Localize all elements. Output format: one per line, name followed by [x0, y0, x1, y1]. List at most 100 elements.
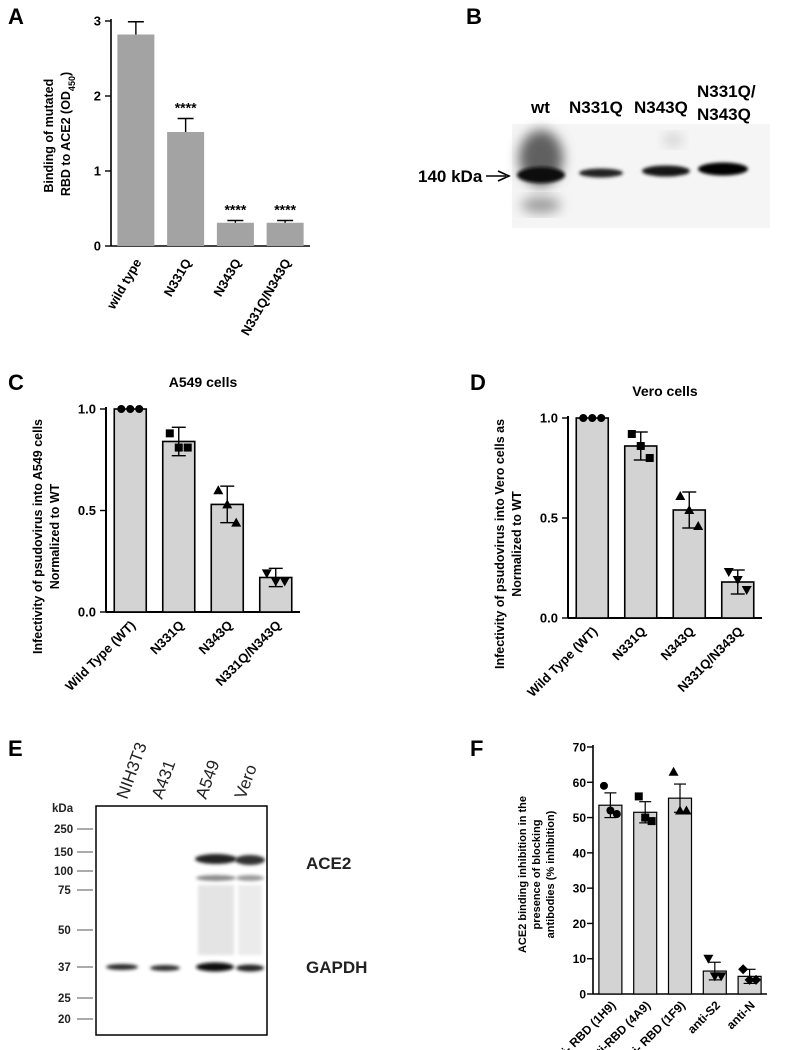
blot-b-lane-double-2: N343Q	[697, 105, 751, 124]
blot-b-wt-lower-smear	[521, 197, 561, 213]
blot-b-lane-double-1: N331Q/	[697, 82, 756, 101]
chart-f-bar-anti-rbd-4a9	[633, 811, 658, 995]
chart-d-point-n331q-n343q	[723, 568, 734, 577]
chart-a-ytick-label: 3	[94, 14, 101, 29]
chart-c-point-n331q-n343q	[279, 577, 290, 587]
blot-e-marker-37: 37	[58, 962, 71, 974]
chart-f-ylabel-line2: presence of blocking	[531, 819, 543, 929]
chart-f-point-anti-s2	[716, 972, 727, 982]
chart-d-point-n343q	[693, 521, 704, 530]
chart-f-point-anti-rbd-4a9	[647, 817, 656, 826]
blot-e-band-label-gapdh: GAPDH	[306, 958, 367, 977]
panel-letter-d: D	[470, 370, 486, 395]
chart-f-point-anti-n	[744, 974, 755, 985]
chart-a-category-label-n331q-n343q: N331Q/N343Q	[238, 256, 294, 338]
chart-a-bar-n331q	[167, 132, 205, 246]
blot-e-gapdh-band-nih3t3	[106, 964, 138, 970]
chart-c-ytick-label: 0.0	[78, 605, 96, 620]
blot-e-lane-a431: A431	[148, 758, 179, 802]
blot-e-lane-nih3t3: NIH3T3	[113, 740, 151, 802]
chart-c-ylabel: Infectivity of psudovirus into A549 cell…	[31, 419, 62, 654]
blot-b-band-n331q	[579, 168, 623, 178]
blot-e-vero-smear	[238, 885, 262, 955]
chart-d-title: Vero cells	[632, 383, 698, 399]
chart-d-bar-wild-type-wt	[575, 417, 610, 619]
chart-c-bar-wild-type-wt	[113, 408, 148, 613]
chart-c-point-n343q	[222, 499, 233, 509]
blot-e-marker-100: 100	[54, 866, 73, 878]
chart-c-point-n331q	[165, 429, 174, 438]
panel-b-blot: wt N331Q N343Q N331Q/ N343Q 140 kDa	[418, 82, 770, 228]
blot-e-lane-vero: Vero	[231, 762, 261, 801]
chart-f-category-label-anti-n: anti-N	[724, 998, 758, 1032]
chart-c-ylabel-line1: Infectivity of psudovirus into A549 cell…	[31, 419, 45, 654]
panel-letter-c: C	[8, 370, 24, 395]
chart-d-point-n343q	[684, 505, 695, 514]
chart-f-ylabel-line3: antibodies (% inhibition)	[545, 810, 557, 938]
blot-b-lane-wt: wt	[530, 98, 550, 117]
chart-f-point-anti-rbd-4a9	[634, 792, 643, 801]
blot-e-ace2-low-a549	[196, 875, 236, 881]
chart-c-point-wild-type-wt	[126, 405, 135, 413]
chart-a-ytick-label: 2	[94, 89, 101, 104]
blot-e-ace2-band-a549	[195, 854, 237, 864]
blot-b-band-n343q	[642, 165, 690, 177]
chart-f-ytick-label: 60	[573, 776, 587, 790]
chart-f-ylabel-line1: ACE2 binding inhibition in the	[517, 796, 529, 953]
blot-b-marker-label: 140 kDa	[418, 167, 483, 186]
chart-c-category-label-wild-type-wt: Wild Type (WT)	[62, 618, 138, 694]
blot-b-band-double	[698, 162, 748, 176]
chart-f-ytick-label: 40	[573, 846, 587, 860]
chart-d-point-n331q	[636, 442, 645, 450]
chart-f-point-anti-rbd-1h9	[612, 810, 621, 819]
chart-d-ytick-label: 0.0	[540, 611, 558, 626]
chart-a-bar-wild-type	[117, 34, 155, 246]
panel-letter-f: F	[470, 736, 483, 761]
chart-d-point-n331q-n343q	[732, 576, 743, 585]
blot-e-ace2-band-vero	[235, 855, 265, 865]
blot-e-marker-150: 150	[54, 847, 73, 859]
chart-c-point-n331q	[183, 443, 192, 452]
chart-c-ytick-label: 1.0	[78, 402, 96, 417]
chart-c-point-n331q-n343q	[261, 569, 272, 579]
chart-f-point-anti-n	[751, 974, 762, 985]
chart-f-ytick-label: 50	[573, 811, 587, 825]
chart-c-point-wild-type-wt	[135, 405, 144, 413]
chart-d-category-label-n331q: N331Q	[609, 624, 649, 664]
chart-c-category-label-n343q: N343Q	[196, 618, 236, 658]
chart-d-point-wild-type-wt	[588, 414, 597, 422]
chart-d-ylabel: Infectivity of psudovirus into Vero cell…	[493, 419, 524, 669]
panel-letter-a: A	[8, 4, 24, 29]
chart-d-ytick-label: 1.0	[540, 411, 558, 426]
panel-a-ylabel: Binding of mutated RBD to ACE2 (OD450)	[42, 72, 77, 196]
blot-b-lane-n343q: N343Q	[634, 98, 688, 117]
chart-d-ylabel-line2: Normalized to WT	[510, 491, 524, 597]
chart-c-ytick-label: 0.5	[78, 503, 96, 518]
chart-c-point-n331q	[174, 443, 183, 452]
blot-e-marker-250: 250	[54, 824, 73, 836]
chart-f-ytick-label: 30	[573, 882, 587, 896]
chart-f-bar-anti-rbd-1h9	[598, 804, 623, 995]
chart-f-ytick-label: 70	[573, 741, 587, 755]
blot-e-marker-20: 20	[58, 1014, 71, 1026]
panel-a-ylabel-close: )	[59, 72, 73, 76]
chart-d-point-wild-type-wt	[579, 414, 588, 422]
blot-e-marker-50: 50	[58, 925, 71, 937]
blot-e-a549-smear	[198, 885, 234, 955]
chart-d-bar-n331q	[623, 445, 658, 619]
chart-d-point-wild-type-wt	[597, 414, 606, 422]
chart-f-point-anti-s2	[703, 954, 714, 964]
blot-e-gapdh-band-a431	[150, 965, 180, 971]
chart-c-title: A549 cells	[169, 374, 238, 390]
chart-f-point-anti-rbd-1h9	[606, 806, 615, 815]
chart-f-point-anti-rbd-1f9	[675, 805, 685, 815]
chart-f-bar-anti-rbd-1f9	[667, 797, 693, 995]
panel-a-ylabel-line2: RBD to ACE2 (OD	[59, 91, 73, 196]
chart-a-significance-n331q: ****	[175, 100, 197, 116]
chart-d-point-n331q-n343q	[741, 586, 752, 595]
chart-f-category-label-anti-s2: anti-S2	[685, 998, 723, 1036]
blot-b-band-wt	[517, 167, 565, 183]
blot-b-lane-n331q: N331Q	[569, 98, 623, 117]
chart-f-point-anti-n	[738, 964, 749, 975]
blot-e-kda-header: kDa	[52, 803, 74, 815]
